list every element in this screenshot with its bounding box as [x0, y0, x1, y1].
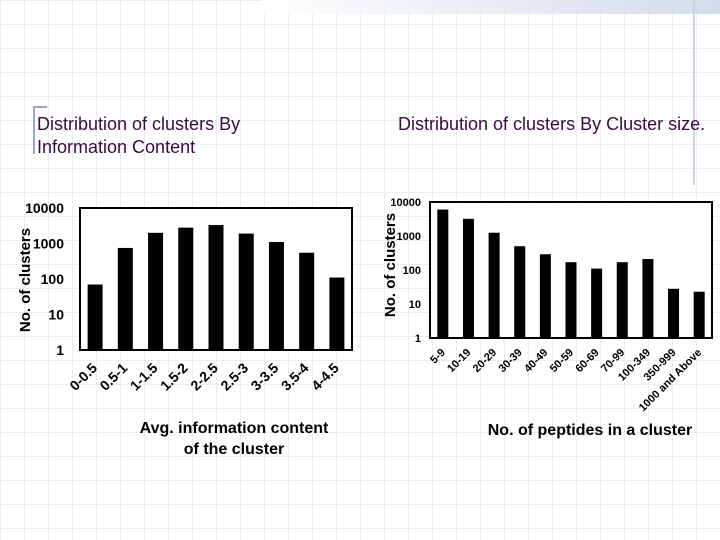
right-category-label: 5-9	[428, 347, 448, 367]
right-ytick-label: 10000	[390, 197, 421, 209]
left-category-label: 0-0.5	[66, 360, 100, 394]
right-bar	[514, 246, 526, 338]
left-bar	[117, 247, 133, 350]
right-bar	[668, 288, 680, 338]
left-category-label: 1.5-2	[157, 360, 191, 394]
decorative-line	[693, 0, 695, 185]
left-ytick-label: 10	[48, 306, 64, 322]
right-ytick-label: 1	[415, 333, 421, 345]
left-panel-title: Distribution of clusters By Information …	[37, 114, 241, 157]
right-category-label: 60-69	[573, 347, 601, 375]
left-ytick-label: 1	[56, 342, 64, 358]
left-bar	[238, 233, 254, 350]
decorative-band	[260, 0, 720, 14]
right-bar	[462, 218, 474, 338]
left-ytick-label: 100	[41, 271, 65, 287]
right-bar	[565, 262, 577, 338]
left-bar	[208, 225, 224, 350]
right-bar	[488, 232, 500, 338]
right-bar	[693, 291, 705, 338]
right-bar	[642, 259, 654, 338]
right-panel-title: Distribution of clusters By Cluster size…	[398, 114, 706, 134]
right-ylabel: No. of clusters	[382, 213, 399, 317]
left-bar	[299, 252, 315, 350]
right-category-label: 30-39	[496, 347, 524, 375]
right-ytick-label: 1000	[397, 231, 421, 243]
left-category-label: 3-3.5	[248, 360, 282, 394]
right-bar	[591, 268, 603, 338]
right-bar	[616, 262, 628, 338]
left-category-label: 3.5-4	[278, 360, 312, 394]
left-xlabel-line2: of the cluster	[184, 441, 284, 458]
left-bar	[87, 284, 103, 350]
right-xlabel: No. of peptides in a cluster	[488, 422, 692, 439]
left-ytick-label: 1000	[33, 235, 64, 251]
left-ytick-label: 10000	[25, 200, 64, 216]
left-category-label: 0.5-1	[96, 360, 130, 394]
left-xlabel-line1: Avg. information content	[140, 420, 329, 437]
left-category-label: 2.5-3	[217, 360, 251, 394]
left-bar	[178, 227, 194, 350]
left-bar	[148, 232, 164, 350]
right-ytick-label: 100	[403, 265, 421, 277]
right-category-label: 40-49	[522, 347, 550, 375]
decorative-marker	[33, 106, 35, 154]
left-category-label: 1-1.5	[127, 360, 161, 394]
right-category-label: 50-59	[548, 347, 576, 375]
left-category-label: 2-2.5	[187, 360, 221, 394]
left-bar	[268, 242, 284, 350]
right-bar	[437, 209, 449, 338]
left-bar	[329, 277, 345, 350]
right-category-label: 20-29	[471, 347, 499, 375]
right-bar	[539, 254, 551, 338]
right-category-label: 10-19	[445, 347, 473, 375]
left-ylabel: No. of clusters	[17, 228, 34, 332]
right-ytick-label: 10	[409, 299, 421, 311]
left-category-label: 4-4.5	[308, 360, 342, 394]
decorative-marker-top	[33, 106, 47, 108]
